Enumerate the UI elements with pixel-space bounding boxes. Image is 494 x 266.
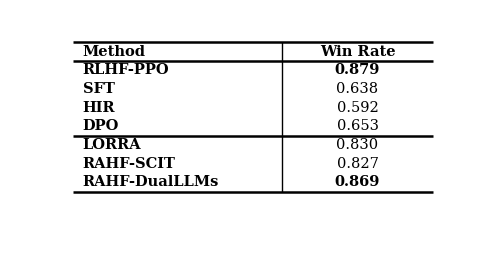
Text: RAHF-SCIT: RAHF-SCIT [83, 157, 176, 171]
Text: DPO: DPO [83, 119, 119, 133]
Text: RLHF-PPO: RLHF-PPO [83, 63, 169, 77]
Text: 0.592: 0.592 [336, 101, 378, 115]
Text: LORRA: LORRA [83, 138, 141, 152]
Text: 0.830: 0.830 [336, 138, 378, 152]
Text: HIR: HIR [83, 101, 116, 115]
Text: 0.653: 0.653 [336, 119, 378, 133]
Text: Win Rate: Win Rate [320, 44, 395, 59]
Text: 0.827: 0.827 [336, 157, 378, 171]
Text: SFT: SFT [83, 82, 115, 96]
Text: 0.879: 0.879 [335, 63, 380, 77]
Text: Method: Method [83, 44, 146, 59]
Text: 0.869: 0.869 [335, 175, 380, 189]
Text: RAHF-DualLLMs: RAHF-DualLLMs [83, 175, 219, 189]
Text: 0.638: 0.638 [336, 82, 378, 96]
